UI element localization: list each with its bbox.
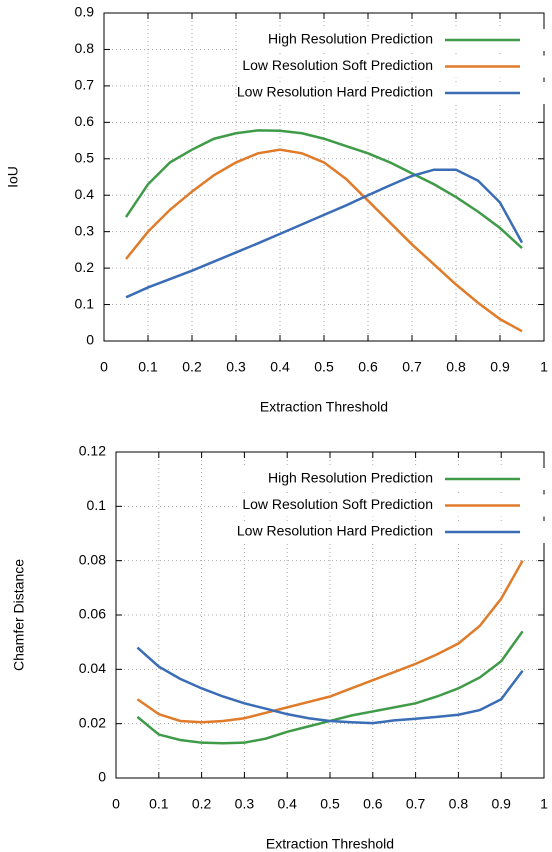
y-tick-label: 0.12 <box>79 443 106 459</box>
plot-frame <box>115 451 545 779</box>
legend-label: High Resolution Prediction <box>268 31 433 47</box>
y-tick-label: 0.04 <box>79 660 106 676</box>
y-tick-label: 0 <box>98 769 106 785</box>
x-tick-label: 0.4 <box>270 359 290 375</box>
x-axis-label: Extraction Threshold <box>266 836 394 852</box>
x-tick-label: 0.7 <box>406 796 426 812</box>
series-line <box>125 148 523 333</box>
y-tick-label: 0.1 <box>75 295 95 311</box>
legend-background <box>240 468 550 490</box>
series-line <box>136 560 524 724</box>
x-tick-label: 0 <box>112 796 120 812</box>
y-tick-label: 0.7 <box>75 77 95 93</box>
x-tick-label: 0.1 <box>149 796 169 812</box>
x-tick-label: 0.3 <box>235 796 255 812</box>
y-tick-label: 0.1 <box>87 497 107 513</box>
legend-background <box>240 521 550 543</box>
x-tick-label: 0.9 <box>491 796 511 812</box>
series-line <box>136 646 524 725</box>
legend-background <box>240 82 550 104</box>
x-tick-label: 0.3 <box>226 359 246 375</box>
x-tick-label: 1 <box>540 796 548 812</box>
x-tick-label: 0.6 <box>363 796 383 812</box>
x-tick-label: 0.6 <box>358 359 378 375</box>
legend-label: Low Resolution Soft Prediction <box>242 57 433 73</box>
y-tick-label: 0.8 <box>75 40 95 56</box>
x-tick-label: 0.2 <box>182 359 202 375</box>
y-tick-label: 0.08 <box>79 551 106 567</box>
y-tick-label: 0.6 <box>75 113 95 129</box>
y-tick-label: 0.4 <box>75 186 95 202</box>
x-tick-label: 0.1 <box>138 359 158 375</box>
y-tick-label: 0 <box>86 332 94 348</box>
x-tick-label: 0.5 <box>314 359 334 375</box>
legend-background <box>240 29 550 51</box>
x-tick-label: 0.4 <box>277 796 297 812</box>
y-tick-label: 0.02 <box>79 714 106 730</box>
y-tick-label: 0.06 <box>79 606 106 622</box>
legend-label: High Resolution Prediction <box>268 470 433 486</box>
series-line <box>124 129 523 249</box>
y-axis-label: IoU <box>5 166 21 188</box>
legend-label: Low Resolution Hard Prediction <box>237 84 433 100</box>
legend-label: Low Resolution Hard Prediction <box>237 523 433 539</box>
y-tick-label: 0.2 <box>75 259 95 275</box>
legend-background <box>240 494 550 517</box>
x-tick-label: 0 <box>100 359 108 375</box>
legend-label: Low Resolution Soft Prediction <box>242 496 433 512</box>
y-tick-label: 0.3 <box>75 222 95 238</box>
series-line <box>125 168 524 299</box>
y-axis-label: Chamfer Distance <box>11 559 27 671</box>
x-tick-label: 0.2 <box>192 796 212 812</box>
y-tick-label: 0.5 <box>75 149 95 165</box>
plot-frame <box>103 12 545 342</box>
legend-background <box>240 55 550 78</box>
x-tick-label: 1 <box>540 359 548 375</box>
x-tick-label: 0.8 <box>449 796 469 812</box>
x-tick-label: 0.8 <box>446 359 466 375</box>
y-tick-label: 0.9 <box>75 4 95 20</box>
x-axis-label: Extraction Threshold <box>260 399 388 415</box>
x-tick-label: 0.5 <box>320 796 340 812</box>
x-tick-label: 0.9 <box>490 359 510 375</box>
x-tick-label: 0.7 <box>402 359 422 375</box>
